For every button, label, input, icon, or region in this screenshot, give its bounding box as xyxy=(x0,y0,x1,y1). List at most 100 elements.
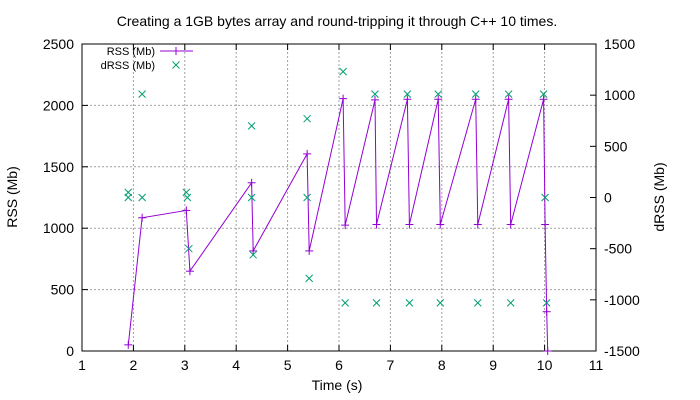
rss-point xyxy=(471,95,480,104)
drss-point xyxy=(436,299,445,307)
y-tick-label: 2500 xyxy=(43,36,74,52)
rss-point xyxy=(436,220,445,229)
drss-point xyxy=(405,299,414,307)
rss-point xyxy=(185,267,194,276)
drss-point xyxy=(504,90,513,98)
rss-point xyxy=(138,213,147,222)
x-tick-label: 10 xyxy=(537,357,553,373)
cross-mark-b xyxy=(138,193,146,202)
legend-label-drss: dRSS (Mb) xyxy=(101,60,155,72)
cross-mark-b xyxy=(506,299,515,307)
cross-mark-b xyxy=(124,193,133,202)
x-tick-label: 1 xyxy=(78,357,86,373)
cross-mark-b xyxy=(305,274,314,283)
drss-point xyxy=(341,299,350,307)
drss-point xyxy=(303,193,311,202)
x-tick-label: 9 xyxy=(489,357,497,373)
rss-point xyxy=(403,95,412,104)
cross-mark-b xyxy=(371,90,379,98)
y2-tick-label: -1500 xyxy=(604,343,640,359)
cross-mark-b xyxy=(504,90,513,98)
cross-mark-b xyxy=(138,90,146,98)
legend-label-rss: RSS (Mb) xyxy=(107,46,155,58)
y2-tick-label: 1500 xyxy=(604,36,635,52)
rss-point xyxy=(341,221,350,230)
rss-point xyxy=(504,95,513,104)
ticks-layer: 1 2 3 4 5 6 7 8 9 10 11 0 500 1000 1500 2000 2500 -1500 -1… xyxy=(43,36,640,373)
y-tick-label: 1000 xyxy=(43,220,74,236)
y2-tick-label: 500 xyxy=(604,138,628,154)
x-tick-label: 5 xyxy=(284,357,292,373)
drss-point xyxy=(138,90,146,98)
x-tick-label: 3 xyxy=(181,357,189,373)
cross-mark-b xyxy=(247,122,256,130)
rss-point xyxy=(542,307,551,316)
cross-mark-b xyxy=(303,193,311,202)
x-tick-label: 7 xyxy=(387,357,395,373)
series-layer xyxy=(124,67,552,355)
rss-point xyxy=(543,347,552,355)
drss-point xyxy=(434,90,443,98)
cross-mark-b xyxy=(183,193,192,202)
chart-title: Creating a 1GB bytes array and round-tri… xyxy=(117,13,557,29)
drss-point xyxy=(471,90,480,98)
cross-mark-b xyxy=(436,299,445,307)
x-tick-label: 11 xyxy=(589,357,604,373)
y2-tick-label: 0 xyxy=(604,190,612,206)
drss-point xyxy=(305,274,314,283)
rss-point xyxy=(434,95,443,104)
drss-point xyxy=(183,193,192,202)
y-tick-label: 500 xyxy=(51,282,75,298)
grid-layer xyxy=(82,44,596,351)
drss-point xyxy=(539,90,548,98)
rss-point xyxy=(249,246,258,255)
drss-point xyxy=(247,193,256,202)
rss-point xyxy=(473,220,482,229)
rss-point xyxy=(541,220,550,229)
cross-mark-b xyxy=(539,90,548,98)
cross-mark-b xyxy=(247,193,256,202)
rss-point xyxy=(124,340,133,349)
y2-axis-label: dRSS (Mb) xyxy=(651,162,667,231)
cross-mark-b xyxy=(372,299,381,307)
rss-point xyxy=(182,206,191,215)
cross-mark-b xyxy=(249,250,258,259)
drss-point xyxy=(403,90,412,98)
drss-point xyxy=(249,250,258,259)
drss-point xyxy=(182,188,191,197)
y2-tick-label: -500 xyxy=(604,241,632,257)
rss-point xyxy=(370,95,379,104)
x-tick-label: 8 xyxy=(438,357,446,373)
x-tick-label: 6 xyxy=(335,357,343,373)
drss-point xyxy=(339,67,347,76)
rss-point xyxy=(539,95,548,104)
rss-series-line xyxy=(127,98,549,352)
drss-point xyxy=(372,299,381,307)
rss-point xyxy=(247,178,256,187)
y-axis-label: RSS (Mb) xyxy=(4,166,20,227)
y-tick-label: 2000 xyxy=(43,97,74,113)
drss-point xyxy=(303,114,311,123)
y-tick-label: 0 xyxy=(66,343,74,359)
cross-mark-b xyxy=(541,193,549,202)
y2-tick-label: 1000 xyxy=(604,87,635,103)
rss-point xyxy=(372,220,381,229)
cross-mark-b xyxy=(405,299,414,307)
cross-mark-b xyxy=(185,244,193,253)
legend-marks xyxy=(160,47,193,69)
cross-mark-b xyxy=(473,299,482,307)
y-tick-label: 1500 xyxy=(43,159,74,175)
y2-tick-label: -1000 xyxy=(604,292,640,308)
drss-point xyxy=(185,244,193,253)
cross-mark-b xyxy=(341,299,350,307)
x-axis-label: Time (s) xyxy=(312,377,363,393)
x-tick-label: 4 xyxy=(232,357,240,373)
drss-point xyxy=(138,193,146,202)
drss-point xyxy=(473,299,482,307)
cross-mark-b xyxy=(303,114,311,123)
drss-point xyxy=(542,299,551,307)
drss-point xyxy=(541,193,549,202)
rss-point xyxy=(506,220,515,229)
